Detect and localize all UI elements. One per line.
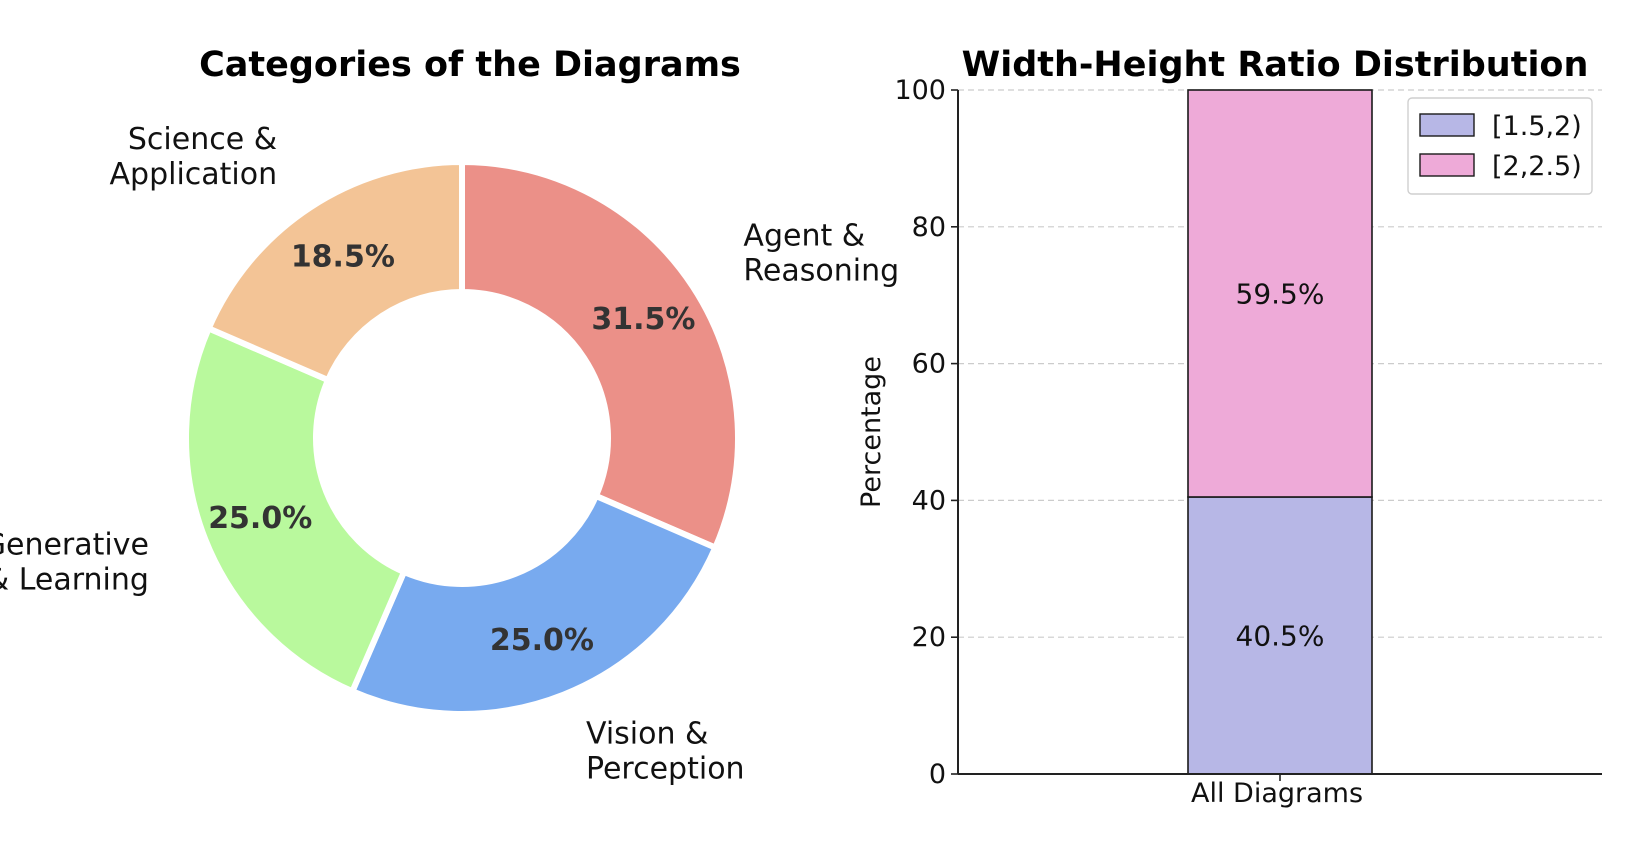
donut-chart: Categories of the Diagrams 31.5% Agent & R… <box>0 45 899 787</box>
legend: [1.5,2) [2,2.5) <box>1407 97 1593 195</box>
legend-label-2-2-5: [2,2.5) <box>1492 151 1582 182</box>
slice-label-generative-learning: Generative& Learning <box>0 527 149 597</box>
bar-segment-1-5-2 <box>1187 496 1373 775</box>
legend-label-1-5-2: [1.5,2) <box>1492 111 1582 142</box>
bar-y-ticks: 0 20 40 60 80 100 <box>894 75 958 790</box>
y-tick-label-0: 0 <box>929 759 946 790</box>
slice-label-vision-perception: Vision & Perception <box>586 717 745 787</box>
bar-chart-title: Width-Height Ratio Distribution <box>962 45 1589 85</box>
donut-chart-title: Categories of the Diagrams <box>199 45 741 85</box>
slice-agent-reasoning <box>459 158 741 552</box>
bar-axes <box>957 90 1602 781</box>
y-tick-label-100: 100 <box>894 75 946 106</box>
x-category-label: All Diagrams <box>1191 778 1363 809</box>
bar-chart: Width-Height Ratio Distribution 40.5% 59.… <box>856 45 1602 809</box>
slice-value-vision-perception: 25.0% <box>490 623 594 658</box>
slice-value-science-application: 18.5% <box>291 240 395 275</box>
y-tick-label-80: 80 <box>912 212 946 243</box>
y-axis-label: Percentage <box>856 356 887 508</box>
legend-swatch-2-2-5 <box>1419 153 1475 177</box>
slice-vision-perception <box>348 492 720 717</box>
y-tick-label-40: 40 <box>912 485 946 516</box>
donut-labels: 31.5% Agent & Reasoning 25.0% Vision & Percep… <box>0 122 899 787</box>
bar-value-1-5-2: 40.5% <box>1236 619 1325 652</box>
bar-value-2-2-5: 59.5% <box>1236 277 1325 310</box>
slice-generative-learning <box>183 324 408 696</box>
slice-value-generative-learning: 25.0% <box>208 501 312 536</box>
y-tick-label-60: 60 <box>912 349 946 380</box>
bar-segments: 40.5% 59.5% <box>1187 89 1373 775</box>
slice-label-science-application: Science & Application <box>110 122 278 192</box>
legend-swatch-1-5-2 <box>1419 113 1475 137</box>
y-tick-label-20: 20 <box>912 622 946 653</box>
slice-value-agent-reasoning: 31.5% <box>591 302 695 337</box>
slice-label-agent-reasoning: Agent & Reasoning <box>743 219 899 289</box>
slice-science-application <box>204 158 465 384</box>
bar-segment-2-2-5 <box>1187 89 1373 498</box>
donut-slices <box>183 158 741 717</box>
